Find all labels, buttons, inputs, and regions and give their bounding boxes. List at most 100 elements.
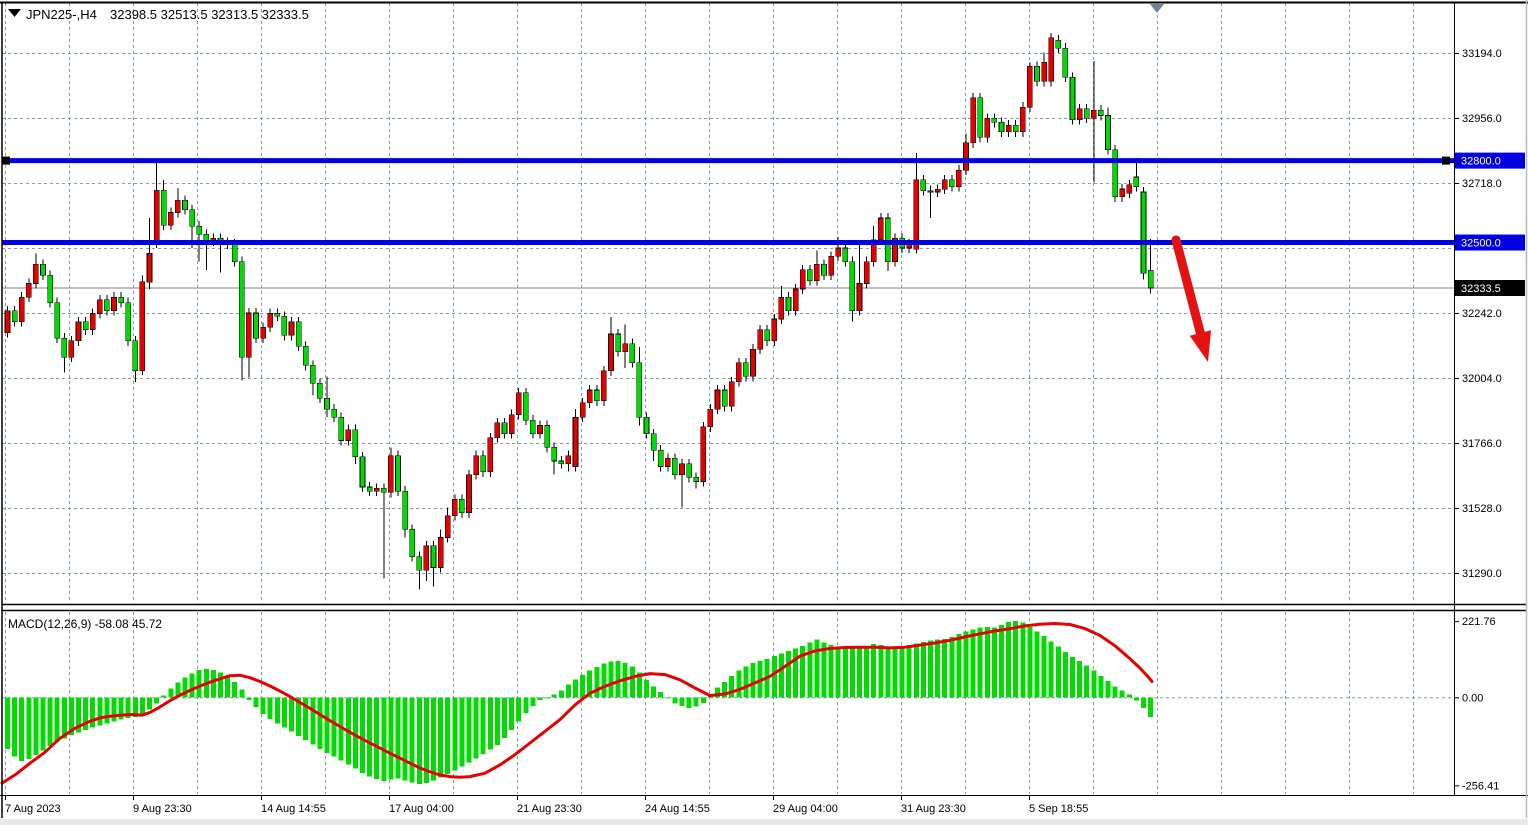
- macd-histogram-bar: [445, 697, 451, 775]
- bear-candle-body: [743, 362, 749, 377]
- macd-histogram-bar: [494, 697, 500, 746]
- bull-candle-body: [423, 545, 430, 571]
- bear-candle-body: [189, 209, 195, 227]
- bull-candle-body: [373, 488, 380, 492]
- macd-histogram-bar: [658, 692, 664, 698]
- macd-histogram-bar: [537, 697, 543, 701]
- macd-histogram-bar: [857, 646, 862, 698]
- macd-histogram-bar: [594, 667, 600, 698]
- bull-candle-body: [877, 217, 884, 241]
- macd-histogram-bar: [317, 697, 323, 749]
- macd-histogram-bar: [26, 697, 32, 760]
- macd-histogram-bar: [1112, 686, 1118, 698]
- bull-candle-body: [267, 313, 274, 328]
- macd-histogram-bar: [1105, 680, 1111, 698]
- bear-candle-body: [395, 455, 401, 492]
- time-scale-axis[interactable]: 7 Aug 2023 9 Aug 23:30 14 Aug 14:55 17 Aug …: [5, 795, 1088, 815]
- line-handle-left[interactable]: [2, 156, 10, 165]
- macd-histogram-bar: [289, 697, 294, 732]
- macd-histogram-bar: [239, 689, 245, 698]
- macd-histogram-bar: [679, 697, 685, 707]
- bear-candle-body: [948, 179, 955, 187]
- bull-candle-body: [622, 343, 629, 353]
- bear-candle-body: [1147, 269, 1154, 289]
- macd-indicator-panel: [0, 621, 1154, 785]
- macd-histogram-bar: [608, 661, 614, 698]
- line-handle-right[interactable]: [1442, 156, 1450, 165]
- macd-histogram-bar: [132, 697, 138, 717]
- arrow-shaft[interactable]: [1171, 235, 1206, 342]
- macd-histogram-bar: [963, 631, 969, 698]
- bull-candle-body: [572, 417, 579, 467]
- macd-histogram-bar: [587, 670, 593, 698]
- macd-histogram-bar: [161, 695, 167, 698]
- macd-histogram-bar: [360, 697, 365, 773]
- bear-candle-body: [1098, 109, 1104, 116]
- bull-candle-body: [68, 340, 75, 358]
- macd-histogram-bar: [267, 697, 273, 719]
- horizontal-level-lines[interactable]: [2, 156, 1454, 246]
- bear-candle-body: [366, 486, 373, 492]
- macd-histogram-bar: [1070, 656, 1075, 698]
- bear-candle-body: [686, 463, 692, 478]
- macd-histogram-bar: [615, 661, 621, 698]
- macd-histogram-bar: [1055, 646, 1061, 698]
- macd-histogram-bar: [693, 697, 699, 707]
- bear-candle-body: [416, 556, 423, 571]
- bear-candle-body: [558, 460, 565, 465]
- macd-histogram-bar: [722, 681, 728, 698]
- bear-candle-body: [530, 419, 536, 435]
- macd-histogram-bar: [651, 686, 657, 698]
- bear-candle-body: [927, 190, 934, 193]
- bull-candle-body: [771, 318, 778, 342]
- bear-candle-body: [593, 389, 600, 402]
- bull-candle-body: [679, 463, 685, 475]
- annotation-layer[interactable]: [1171, 235, 1212, 362]
- price-axis-label: 32004.0: [1462, 373, 1502, 385]
- bear-candle-body: [459, 498, 465, 514]
- macd-histogram-bar: [61, 697, 67, 739]
- macd-histogram-bar: [750, 662, 756, 698]
- macd-histogram-bar: [565, 684, 571, 698]
- bear-candle-body: [1105, 115, 1111, 150]
- macd-histogram-bar: [1126, 694, 1132, 698]
- price-tag-label: 32500.0: [1461, 238, 1501, 250]
- bull-candle-body: [870, 239, 877, 262]
- time-axis-label: 17 Aug 04:00: [389, 803, 454, 815]
- bull-candle-body: [444, 515, 451, 538]
- bear-candle-body: [1083, 108, 1090, 119]
- price-scale-axis[interactable]: 33194.0 32956.0 32718.0 32242.0 32004.0 31766…: [1454, 48, 1525, 792]
- macd-histogram-bar: [715, 687, 720, 698]
- macd-histogram-bar: [970, 629, 976, 698]
- arrow-head-icon[interactable]: [1189, 330, 1212, 362]
- macd-histogram-bar: [12, 697, 18, 757]
- bull-candle-body: [153, 189, 160, 244]
- bull-candle-body: [601, 370, 607, 402]
- bear-candle-body: [657, 449, 664, 467]
- bear-candle-body: [522, 392, 529, 421]
- macd-histogram-bar: [175, 682, 181, 698]
- bull-candle-body: [778, 296, 785, 320]
- macd-histogram-bar: [1027, 626, 1033, 698]
- bear-candle-body: [998, 122, 1005, 133]
- bear-candle-body: [317, 382, 323, 399]
- bear-candle-body: [61, 337, 68, 358]
- macd-histogram-bar: [210, 669, 216, 698]
- macd-histogram-bar: [90, 697, 96, 728]
- macd-histogram-bar: [984, 626, 990, 698]
- bull-candle-body: [913, 179, 920, 250]
- macd-histogram-bar: [502, 697, 507, 738]
- bull-candle-body: [565, 455, 572, 465]
- macd-histogram-bar: [956, 633, 962, 698]
- macd-histogram-bar: [47, 697, 53, 747]
- symbol-dropdown-icon[interactable]: [8, 9, 21, 17]
- macd-histogram-bar: [530, 697, 536, 706]
- macd-histogram-bar: [5, 697, 10, 749]
- bull-candle-body: [111, 296, 117, 312]
- macd-histogram-bar: [367, 697, 373, 777]
- bull-candle-body: [515, 392, 522, 415]
- chart-shift-marker-icon[interactable]: [1150, 4, 1164, 13]
- bull-candle-body: [586, 389, 593, 404]
- macd-histogram-bar: [864, 645, 870, 698]
